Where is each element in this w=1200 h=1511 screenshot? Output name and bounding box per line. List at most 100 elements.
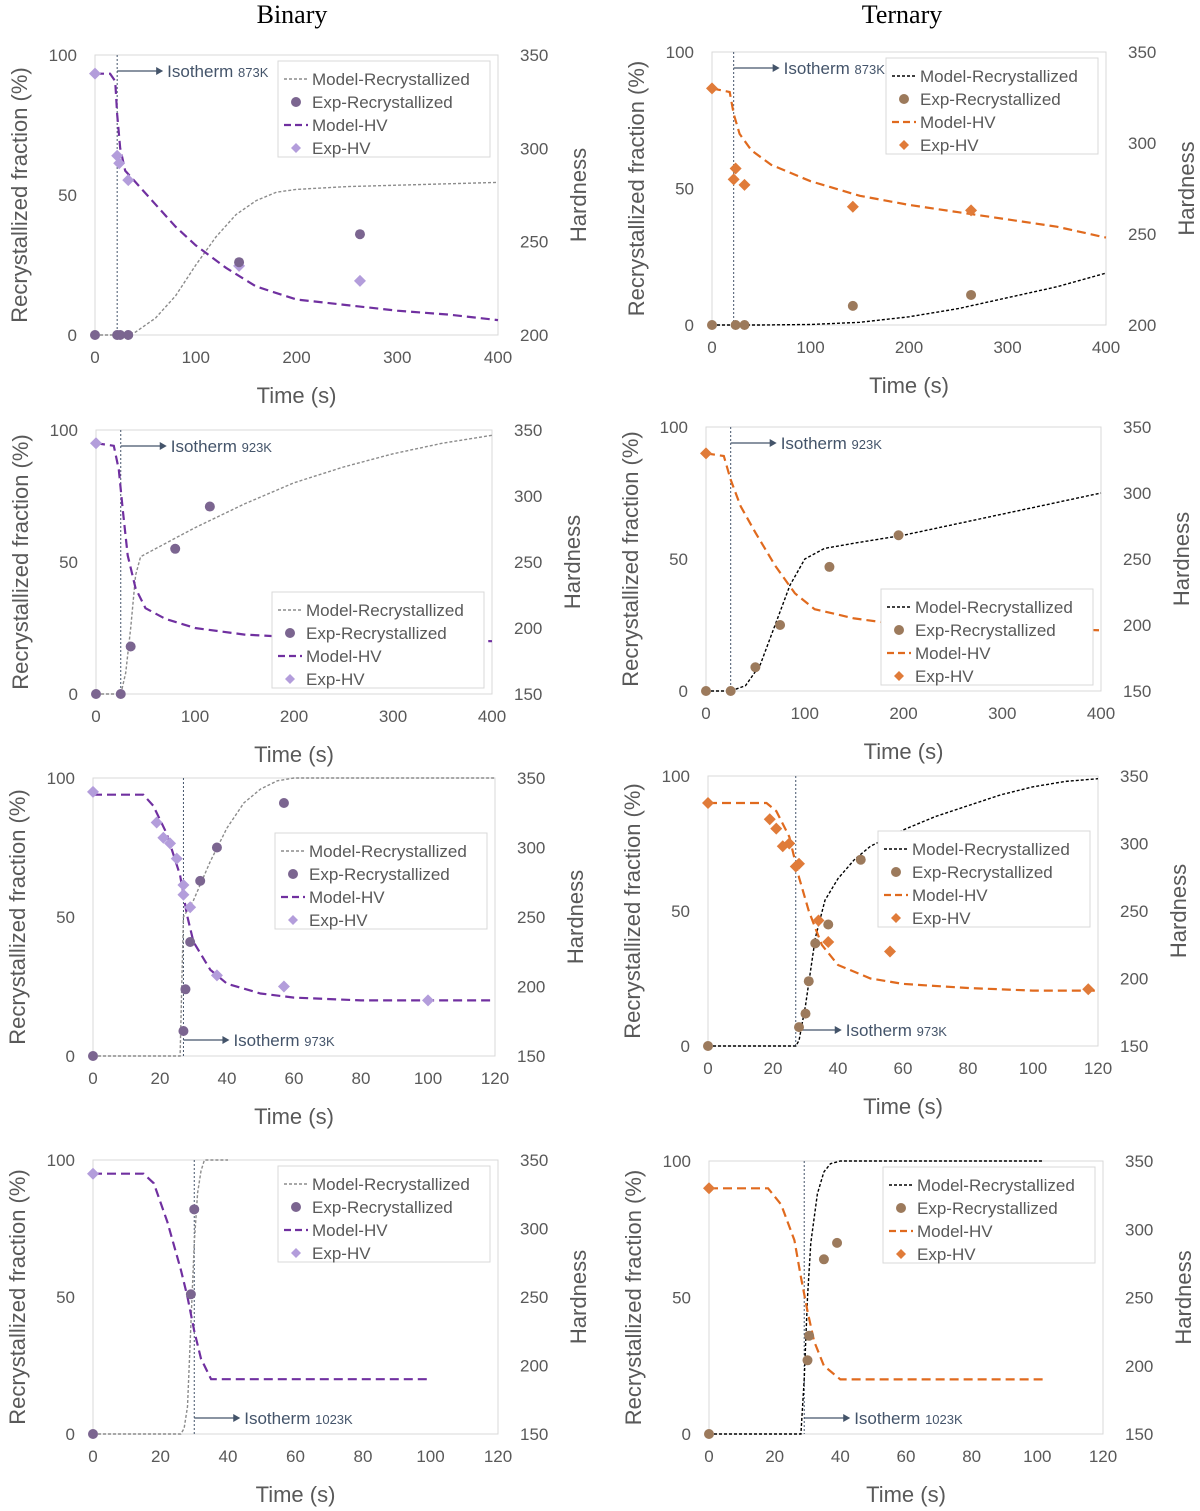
y-tick-label: 100 [47,769,75,788]
x-tick-label: 120 [1084,1059,1112,1078]
y2-tick-label: 300 [1125,1220,1153,1239]
exp-recrystallized-point [855,854,866,865]
y2-tick-label: 250 [1125,1289,1153,1308]
exp-recrystallized-point [178,1025,189,1036]
legend-label: Model-Recrystallized [915,598,1073,617]
model-recrystallized-line [712,272,1107,326]
y-tick-label: 50 [58,186,77,205]
y2-axis-title: Hardness [566,1250,591,1344]
x-axis-title: Time (s) [869,373,949,398]
model-hv-line [709,1187,1044,1381]
x-tick-label: 400 [1087,704,1115,723]
exp-hv-point [702,797,714,809]
y-tick-label: 100 [49,46,77,65]
legend-exp-hv-swatch [894,671,904,681]
exp-hv-point [770,822,783,835]
legend-exp-recrystallized-swatch [896,1203,906,1213]
y2-tick-label: 150 [1125,1425,1153,1444]
isotherm-label: Isotherm 923K [171,437,273,456]
isotherm-label: Isotherm 1023K [854,1409,963,1428]
y-tick-label: 50 [56,908,75,927]
x-tick-label: 0 [704,1447,713,1466]
y2-tick-label: 250 [1123,550,1151,569]
exp-recrystallized-point [750,662,761,673]
x-tick-label: 120 [481,1069,509,1088]
exp-recrystallized-point [123,330,134,340]
x-axis-title: Time (s) [254,1104,334,1129]
legend: Model-Recrystallized Exp-Recrystallized Mo… [271,591,485,689]
exp-recrystallized-point [125,641,136,652]
chart-3: 0 100 200 300 400 0 50 100 150 200 250 300 350 Time (… [8,421,585,767]
exp-recrystallized-point [185,937,196,948]
y-tick-label: 50 [671,902,690,921]
y2-axis-title: Hardness [566,148,591,242]
y2-tick-label: 350 [1123,418,1151,437]
y2-tick-label: 300 [520,139,548,158]
exp-recrystallized-point [810,938,821,949]
model-recrystallized-line [93,1159,228,1435]
y2-tick-label: 200 [1125,1357,1153,1376]
x-tick-label: 0 [707,338,716,357]
y-tick-label: 100 [666,43,694,62]
exp-recrystallized-point [802,1355,813,1366]
legend-box [885,57,1099,155]
x-tick-label: 100 [181,707,209,726]
exp-recrystallized-point [703,1041,713,1051]
legend-box [271,591,485,689]
y-tick-label: 0 [685,316,694,335]
legend-label: Model-Recrystallized [917,1176,1075,1195]
y-tick-label: 0 [66,1047,75,1066]
x-tick-label: 20 [151,1447,170,1466]
legend-label: Model-HV [920,113,996,132]
x-tick-label: 20 [764,1059,783,1078]
x-tick-label: 40 [219,1447,238,1466]
exp-hv-point [122,174,135,187]
legend-exp-hv-swatch [896,1249,906,1259]
y-tick-label: 0 [681,1037,690,1056]
legend-box [274,832,488,930]
legend-exp-recrystallized-swatch [291,97,301,107]
y2-axis-title: Hardness [560,515,585,609]
legend-label: Exp-HV [920,136,979,155]
legend: Model-Recrystallized Exp-Recrystallized Mo… [880,588,1094,686]
exp-hv-point [822,936,835,949]
exp-hv-point [177,888,190,901]
y2-axis-title: Hardness [1171,1250,1196,1344]
legend-label: Exp-Recrystallized [309,865,450,884]
legend-label: Exp-HV [912,909,971,928]
isotherm-arrowhead [159,442,167,450]
y2-tick-label: 350 [1128,43,1156,62]
exp-recrystallized-point [170,543,181,554]
y-axis-title: Recrystallized fraction (%) [618,431,643,687]
binary-column-title: Binary [256,0,328,29]
exp-recrystallized-point [195,875,206,886]
y-tick-label: 50 [675,180,694,199]
x-tick-label: 80 [354,1447,373,1466]
y-tick-label: 100 [660,418,688,437]
x-tick-label: 300 [988,704,1016,723]
x-tick-label: 0 [701,704,710,723]
exp-hv-point [706,82,718,95]
legend-box [882,1166,1096,1264]
legend-label: Exp-Recrystallized [306,624,447,643]
x-axis-title: Time (s) [256,1482,336,1507]
exp-hv-point [1082,983,1095,996]
y-axis-title: Recrystallized fraction (%) [8,434,33,690]
y2-axis-title: Hardness [1166,864,1191,958]
legend: Model-Recrystallized Exp-Recrystallized Mo… [274,832,488,930]
y2-tick-label: 300 [514,487,542,506]
exp-hv-point [422,994,434,1007]
y-tick-label: 0 [679,682,688,701]
y2-tick-label: 200 [514,619,542,638]
isotherm-label: Isotherm 923K [781,434,883,453]
plot-area [711,51,1107,326]
exp-recrystallized-point [88,1051,98,1061]
plot-area [705,426,1102,692]
x-axis-title: Time (s) [866,1482,946,1507]
y-axis-title: Recrystallized fraction (%) [5,1169,30,1425]
exp-recrystallized-point [800,1008,811,1019]
legend-label: Exp-Recrystallized [920,90,1061,109]
exp-hv-point [210,969,223,982]
isotherm-label: Isotherm 973K [233,1031,335,1050]
legend-label: Model-Recrystallized [920,67,1078,86]
